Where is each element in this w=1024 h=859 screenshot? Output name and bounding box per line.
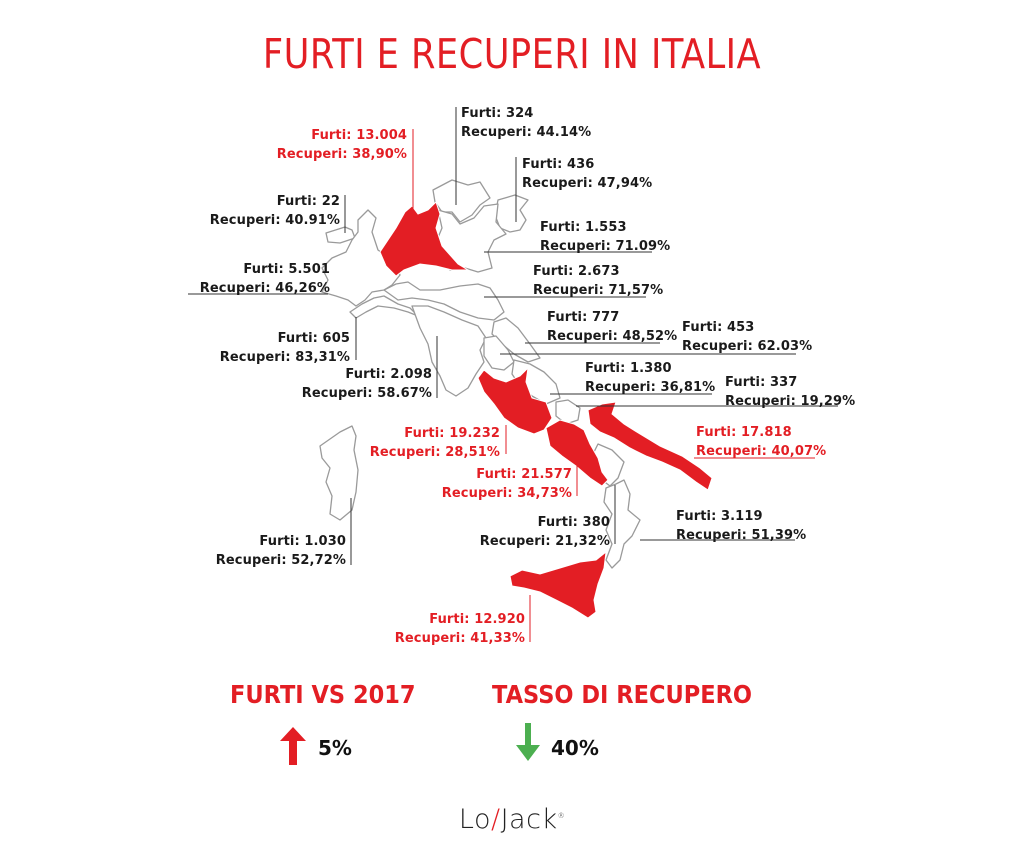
region-molise	[555, 399, 581, 425]
label-umbria: Furti: 453 Recuperi: 62.03%	[682, 320, 813, 354]
label-lazio: Furti: 19.232 Recuperi: 28,51%	[369, 426, 500, 460]
label-campania: Furti: 21.577 Recuperi: 34,73%	[441, 467, 572, 501]
label-toscana: Furti: 2.098 Recuperi: 58.67%	[301, 367, 432, 401]
label-molise: Furti: 337 Recuperi: 19,29%	[725, 375, 856, 409]
label-sardegna: Furti: 1.030 Recuperi: 52,72%	[215, 534, 346, 568]
label-sicilia: Furti: 12.920 Recuperi: 41,33%	[394, 612, 525, 646]
region-toscana	[411, 305, 487, 397]
arrow-down-icon	[516, 723, 540, 761]
region-lazio	[477, 366, 553, 435]
page-title: FURTI E RECUPERI IN ITALIA	[262, 30, 762, 78]
region-friuli	[494, 194, 529, 233]
label-calabria: Furti: 3.119 Recuperi: 51,39%	[676, 509, 807, 543]
label-marche: Furti: 777 Recuperi: 48,52%	[547, 310, 678, 344]
label-emilia: Furti: 2.673 Recuperi: 71,57%	[533, 264, 664, 298]
kpi-furti-label: FURTI VS 2017	[230, 680, 416, 709]
label-liguria: Furti: 605 Recuperi: 83,31%	[219, 331, 350, 365]
region-piemonte	[321, 209, 401, 307]
label-friuli: Furti: 436 Recuperi: 47,94%	[522, 157, 653, 191]
kpi-recupero-value: 40%	[551, 736, 599, 760]
lojack-logo: Lo/Jack®	[458, 804, 566, 835]
label-basilicata: Furti: 380 Recuperi: 21,32%	[479, 515, 610, 549]
region-umbria	[483, 335, 515, 371]
region-lombardia	[379, 201, 470, 277]
kpi-furti-value: 5%	[318, 736, 352, 760]
region-campania	[545, 419, 609, 487]
label-valle-aosta: Furti: 22 Recuperi: 40.91%	[209, 194, 340, 228]
label-lombardia: Furti: 13.004 Recuperi: 38,90%	[276, 128, 407, 162]
region-sardegna	[319, 425, 359, 521]
kpi-recupero-label: TASSO DI RECUPERO	[492, 680, 753, 709]
label-puglia: Furti: 17.818 Recuperi: 40,07%	[696, 425, 827, 459]
region-sicilia	[509, 550, 607, 619]
label-trentino: Furti: 324 Recuperi: 44.14%	[461, 106, 592, 140]
label-piemonte: Furti: 5.501 Recuperi: 46,26%	[199, 262, 330, 296]
region-calabria	[603, 479, 641, 569]
region-emilia	[383, 281, 505, 321]
region-puglia	[587, 401, 713, 491]
label-abruzzo: Furti: 1.380 Recuperi: 36,81%	[585, 361, 716, 395]
arrow-up-icon	[280, 727, 306, 765]
label-veneto: Furti: 1.553 Recuperi: 71.09%	[540, 220, 671, 254]
